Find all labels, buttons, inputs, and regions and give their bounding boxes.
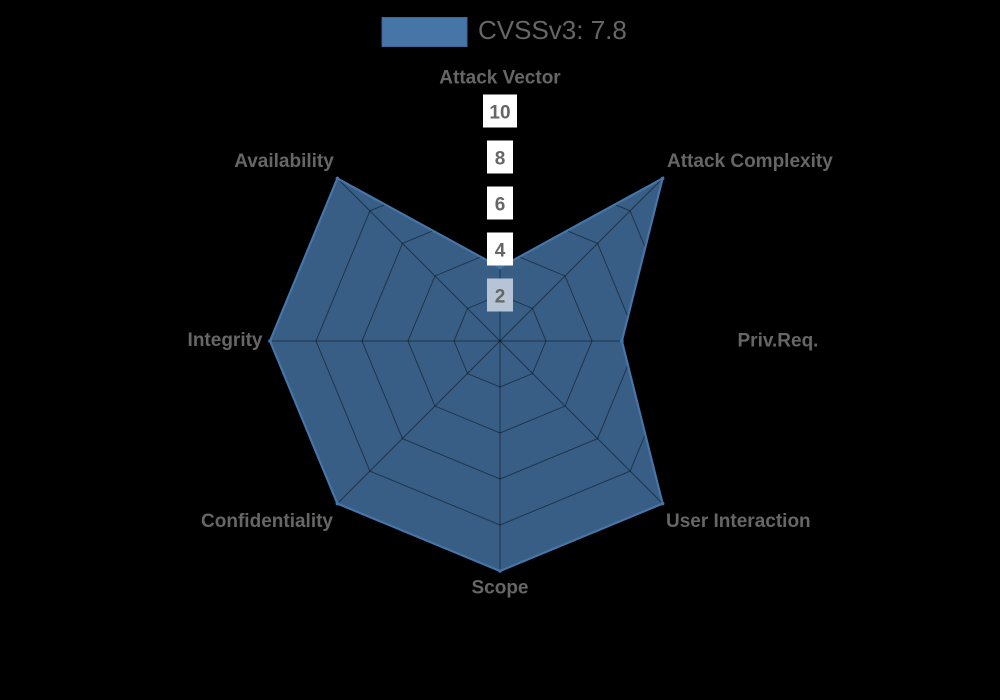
svg-text:2: 2: [495, 287, 506, 308]
svg-text:Attack Vector: Attack Vector: [439, 67, 561, 88]
svg-text:Confidentiality: Confidentiality: [201, 511, 333, 532]
svg-text:10: 10: [489, 103, 510, 124]
svg-text:Scope: Scope: [471, 577, 528, 598]
svg-text:Priv.Req.: Priv.Req.: [738, 330, 819, 351]
svg-text:User Interaction: User Interaction: [666, 511, 811, 532]
svg-text:CVSSv3: 7.8: CVSSv3: 7.8: [478, 15, 627, 45]
svg-text:Availability: Availability: [234, 151, 334, 172]
svg-text:8: 8: [495, 149, 506, 170]
svg-text:Attack Complexity: Attack Complexity: [667, 151, 833, 172]
svg-text:4: 4: [495, 241, 506, 262]
svg-text:Integrity: Integrity: [188, 330, 263, 351]
svg-text:6: 6: [495, 195, 506, 216]
